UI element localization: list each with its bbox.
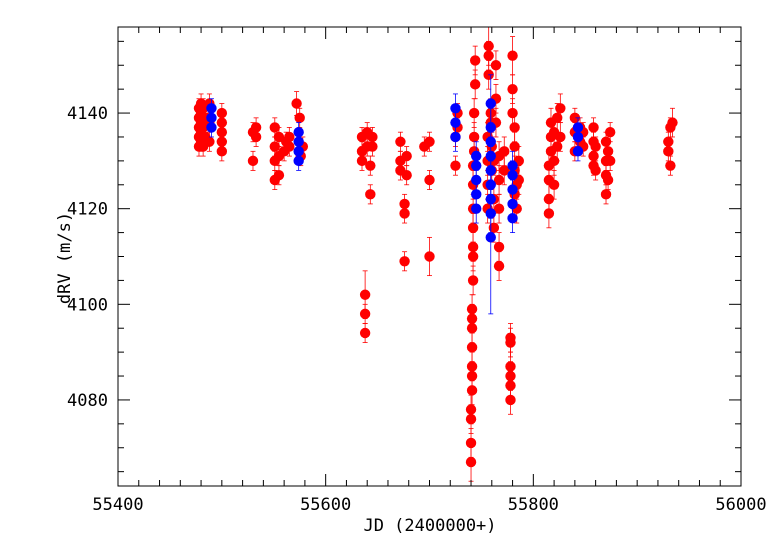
y-tick-label: 4140 [67,104,108,124]
x-tick-label: 55400 [92,495,143,515]
data-point-red [424,251,435,262]
y-axis-label: dRV (m/s) [55,212,75,304]
data-point-red [507,83,518,95]
data-point-red [424,174,435,186]
data-point-red [367,131,378,143]
data-point-red [469,55,481,66]
data-point-red [543,193,555,205]
data-point-red [490,60,502,71]
x-tick-label: 55800 [508,495,559,515]
data-point-red [488,222,500,234]
data-point-red [466,361,478,372]
data-point-red [204,136,215,147]
data-point-red [505,332,516,343]
data-point-red [465,404,477,415]
data-point-red [467,275,479,286]
data-point-blue [485,232,496,243]
data-point-red [424,136,435,147]
data-point-red [590,165,601,176]
data-point-blue [507,160,518,171]
data-point-red [247,155,259,167]
data-point-red [602,174,614,186]
data-point-blue [206,103,217,114]
data-point-red [216,107,228,119]
x-axis-label: JD (2400000+) [363,516,496,536]
data-point-red [509,141,520,152]
data-point-red [552,112,563,124]
data-point-red [465,456,477,468]
data-point-red [663,136,674,147]
data-point-red [401,170,412,181]
data-point-red [493,174,505,186]
data-point-red [552,141,563,152]
data-point-red [468,107,480,119]
data-point-red [359,289,371,300]
data-point-red [273,170,285,181]
data-point-red [467,222,479,234]
data-point-red [467,241,479,253]
data-point-red [499,165,510,176]
data-point-red [294,112,305,124]
data-point-red [548,155,560,167]
data-point-red [365,189,376,200]
data-point-blue [572,122,584,133]
data-point-red [505,361,516,372]
data-point-blue [485,98,496,109]
points-layer [193,26,678,482]
data-point-red [555,103,566,114]
y-tick-label: 4080 [67,391,108,411]
data-point-red [555,131,566,143]
data-point-red [269,122,280,133]
data-point-red [468,131,480,143]
data-point-red [507,50,518,61]
x-tick-label: 55600 [300,495,351,515]
data-point-blue [572,146,584,157]
data-point-red [450,160,461,171]
data-point-red [493,203,505,214]
data-point-red [284,131,295,143]
data-point-red [493,241,505,253]
data-point-red [250,131,262,143]
data-point-red [493,260,505,272]
data-point-red [509,122,520,133]
data-point-blue [450,103,461,114]
data-point-red [569,112,581,124]
data-point-red [604,155,616,167]
data-point-red [359,327,371,339]
data-point-red [667,117,678,128]
data-point-red [395,136,406,147]
data-point-red [499,146,510,157]
data-point-red [590,141,601,152]
y-tick-label: 4100 [67,295,108,315]
x-tick-label: 56000 [715,495,766,515]
data-point-red [466,303,478,315]
data-point-red [466,342,478,353]
data-point-red [269,141,280,152]
data-point-red [604,126,616,138]
data-point-red [365,160,376,171]
data-point-red [483,50,494,61]
data-point-red [600,189,612,200]
data-point-red [469,79,481,90]
data-point-red [399,198,410,210]
data-point-blue [293,126,304,138]
data-point-red [548,179,560,190]
data-point-red [465,437,477,449]
data-point-red [399,256,410,267]
ticks-layer: 55400 55600 55800 56000 4080 4100 4120 4140 [67,27,767,515]
data-point-blue [471,150,482,162]
data-point-red [401,150,412,162]
data-point-red [665,160,676,171]
data-point-red [588,122,599,133]
data-point-red [291,98,302,109]
y-tick-label: 4120 [67,200,108,220]
